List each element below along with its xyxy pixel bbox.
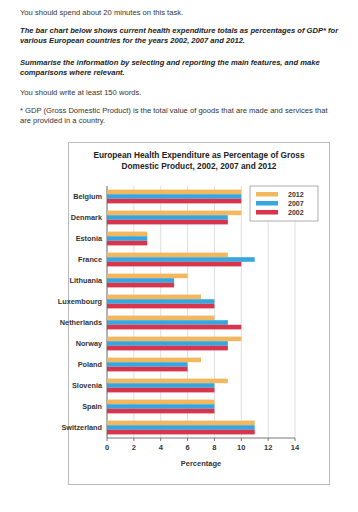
bar <box>107 241 147 246</box>
word-note: You should write at least 150 words. <box>20 88 340 98</box>
legend-swatch <box>256 192 278 197</box>
bar <box>107 341 228 346</box>
bar <box>107 295 201 300</box>
legend-label: 2007 <box>288 200 304 207</box>
tick-label: 0 <box>105 443 109 452</box>
tick-label: 4 <box>159 443 164 452</box>
tick-label: 14 <box>291 443 300 452</box>
bar <box>107 430 255 435</box>
bar <box>107 362 188 367</box>
tick-mark <box>187 438 188 441</box>
category-label: Netherlands <box>60 318 102 327</box>
category-label: Switzerland <box>61 423 102 432</box>
bar <box>107 304 214 309</box>
tick-mark <box>295 438 296 441</box>
category-label: Poland <box>78 360 102 369</box>
bar <box>107 358 201 363</box>
bars <box>107 190 255 435</box>
tick-mark <box>214 438 215 441</box>
x-axis-label: Percentage <box>181 459 221 468</box>
bar <box>107 253 228 258</box>
bar <box>107 299 214 304</box>
tick-mark <box>268 438 269 441</box>
category-label: France <box>78 255 102 264</box>
bar <box>107 236 147 241</box>
tick-mark <box>133 438 134 441</box>
category-label: Spain <box>82 402 102 411</box>
category-label: Slovenia <box>72 381 103 390</box>
chart: 0 2 4 6 8 10 12 14 Percentage Belgium Denmark Eston… <box>0 0 358 512</box>
legend: 2012 2007 2002 <box>250 186 318 221</box>
bar <box>107 425 255 430</box>
bar <box>107 211 241 216</box>
category-label: Lithuania <box>70 276 103 285</box>
task-description: The bar chart below shows current health… <box>20 26 340 46</box>
bar <box>107 220 228 225</box>
bar <box>107 421 255 426</box>
bar <box>107 367 188 372</box>
grid-line <box>241 186 242 438</box>
category-label: Norway <box>76 339 103 348</box>
legend-label: 2012 <box>288 191 304 198</box>
bar <box>107 278 174 283</box>
bar <box>107 190 241 195</box>
tick-label: 2 <box>132 443 136 452</box>
category-label: Luxembourg <box>58 297 102 306</box>
tick-label: 8 <box>212 443 216 452</box>
bar <box>107 383 214 388</box>
bar <box>107 409 214 414</box>
bar <box>107 337 241 342</box>
task-instruction: Summarise the information by selecting a… <box>20 58 340 78</box>
bar <box>107 194 241 199</box>
time-note: You should spend about 20 minutes on thi… <box>20 8 340 18</box>
bar <box>107 283 174 288</box>
bar <box>107 316 214 321</box>
bar <box>107 274 188 279</box>
bar <box>107 379 228 384</box>
grid-line <box>268 186 269 438</box>
tick-mark <box>107 438 108 441</box>
category-label: Estonia <box>76 234 103 243</box>
legend-swatch <box>256 201 278 206</box>
category-label: Denmark <box>71 213 103 222</box>
legend-label: 2002 <box>288 209 304 216</box>
footnote: * GDP (Gross Domestic Product) is the to… <box>20 106 340 126</box>
bar <box>107 325 241 330</box>
tick-label: 10 <box>237 443 245 452</box>
tick-label: 6 <box>185 443 189 452</box>
bar <box>107 404 214 409</box>
bar <box>107 262 241 267</box>
tick-label: 12 <box>264 443 272 452</box>
bar <box>107 320 228 325</box>
bar <box>107 388 214 393</box>
tick-mark <box>160 438 161 441</box>
legend-box <box>250 186 318 221</box>
x-axis <box>107 438 295 439</box>
chart-title: European Health Expenditure as Percentag… <box>78 150 320 172</box>
category-label: Belgium <box>73 192 102 201</box>
tick-mark <box>241 438 242 441</box>
bar <box>107 232 147 237</box>
bar <box>107 257 255 262</box>
bar <box>107 215 228 220</box>
legend-swatch <box>256 210 278 215</box>
bar <box>107 346 228 351</box>
bar <box>107 199 241 204</box>
grid-line <box>295 186 296 438</box>
bar <box>107 400 214 405</box>
